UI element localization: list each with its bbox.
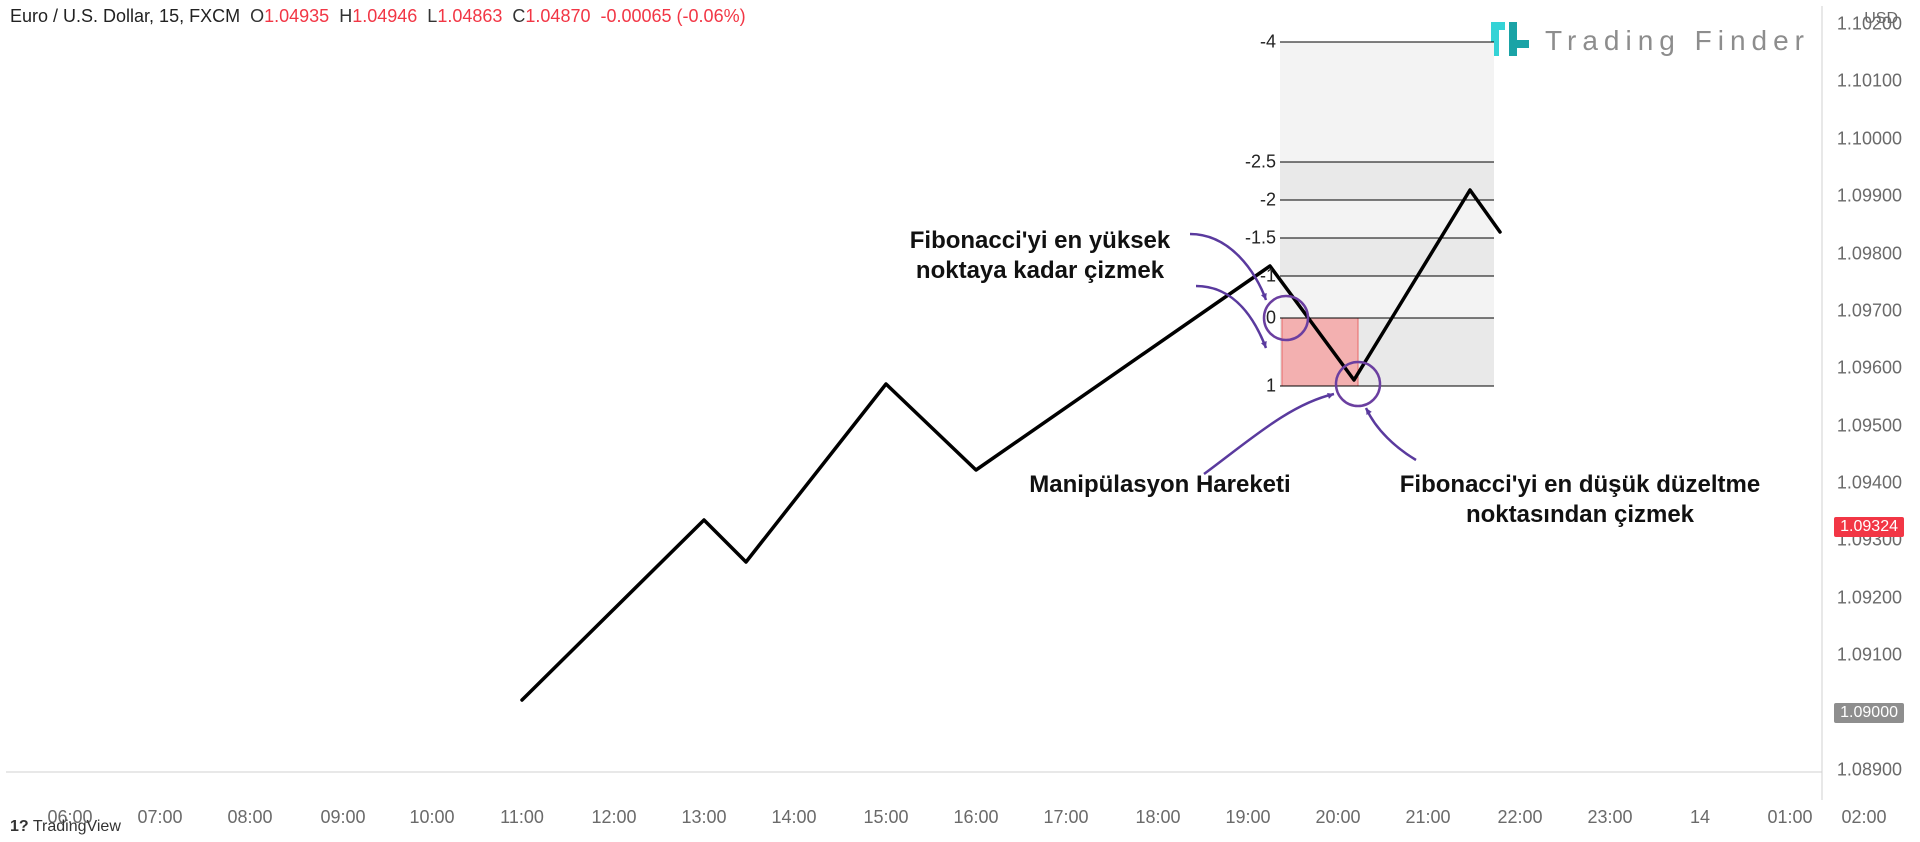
y-tick-label: 1.10000 [1837, 128, 1902, 149]
tv-text: TradingView [33, 818, 121, 835]
anno-right: Fibonacci'yi en düşük düzeltmenoktasında… [1350, 470, 1810, 530]
fib-level-label: 1 [1266, 376, 1276, 397]
fib-level-label: -4 [1260, 32, 1276, 53]
y-tick-label: 1.10200 [1837, 14, 1902, 35]
x-tick-label: 19:00 [1225, 807, 1270, 828]
x-tick-label: 14:00 [771, 807, 816, 828]
x-tick-label: 01:00 [1767, 807, 1812, 828]
chart-root: Euro / U.S. Dollar, 15, FXCM O1.04935 H1… [0, 0, 1920, 842]
x-tick-label: 16:00 [953, 807, 998, 828]
x-tick-label: 10:00 [409, 807, 454, 828]
x-tick-label: 14 [1690, 807, 1710, 828]
y-tick-label: 1.09700 [1837, 300, 1902, 321]
current-price-tag: 1.09324 [1834, 517, 1904, 537]
anno-mid: Manipülasyon Hareketi [1000, 470, 1320, 500]
fib-level-label: -1 [1260, 266, 1276, 287]
x-tick-label: 09:00 [320, 807, 365, 828]
x-tick-label: 22:00 [1497, 807, 1542, 828]
x-tick-label: 07:00 [137, 807, 182, 828]
x-tick-label: 11:00 [500, 807, 544, 828]
y-tick-label: 1.09600 [1837, 358, 1902, 379]
fibonacci-levels [1280, 42, 1494, 386]
y-tick-label: 1.09400 [1837, 473, 1902, 494]
tradingview-logo: 1? TradingView [10, 818, 121, 836]
fib-level-label: -2.5 [1245, 152, 1276, 173]
x-tick-label: 13:00 [681, 807, 726, 828]
y-tick-label: 1.09800 [1837, 243, 1902, 264]
fib-level-label: 0 [1266, 308, 1276, 329]
x-tick-label: 18:00 [1135, 807, 1180, 828]
x-tick-label: 02:00 [1841, 807, 1886, 828]
x-tick-label: 20:00 [1315, 807, 1360, 828]
anno-top: Fibonacci'yi en yükseknoktaya kadar çizm… [830, 226, 1250, 286]
x-tick-label: 15:00 [863, 807, 908, 828]
y-tick-label: 1.09900 [1837, 186, 1902, 207]
ref-price-tag: 1.09000 [1834, 703, 1904, 723]
y-tick-label: 1.09500 [1837, 415, 1902, 436]
x-tick-label: 08:00 [227, 807, 272, 828]
y-tick-label: 1.09100 [1837, 645, 1902, 666]
x-tick-label: 12:00 [591, 807, 636, 828]
y-tick-label: 1.08900 [1837, 760, 1902, 781]
y-tick-label: 1.10100 [1837, 71, 1902, 92]
fib-level-label: -2 [1260, 190, 1276, 211]
x-tick-label: 23:00 [1587, 807, 1632, 828]
x-tick-label: 21:00 [1405, 807, 1450, 828]
x-tick-label: 17:00 [1043, 807, 1088, 828]
chart-canvas[interactable] [0, 0, 1920, 842]
y-tick-label: 1.09200 [1837, 587, 1902, 608]
